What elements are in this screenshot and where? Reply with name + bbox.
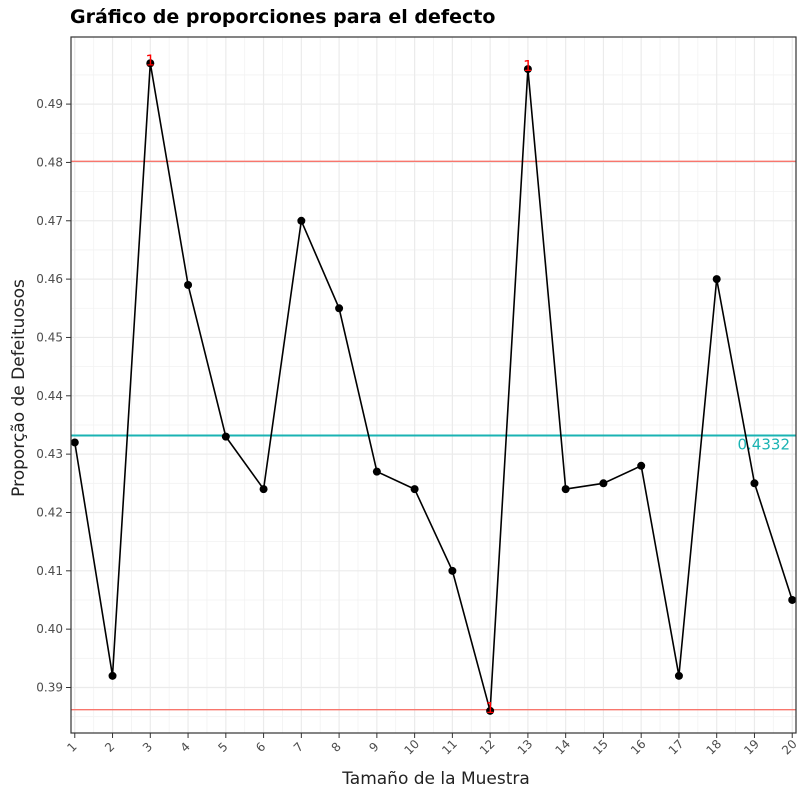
x-tick-label: 17	[666, 737, 687, 758]
data-point	[637, 461, 646, 470]
y-tick-label: 0.39	[36, 680, 63, 694]
y-axis: 0.39 0.40 0.41 0.42 0.43 0.44 0.45 0.46 0.47 0.48…	[36, 97, 71, 694]
y-tick-label: 0.42	[36, 505, 63, 519]
data-point	[297, 216, 306, 225]
x-tick-label: 3	[140, 740, 155, 755]
data-point	[146, 59, 155, 68]
center-line-label: 0.4332	[738, 435, 791, 453]
out-of-control-flags: 1 1 1	[146, 51, 533, 717]
x-tick-label: 11	[439, 737, 460, 758]
data-point	[788, 595, 797, 604]
y-tick-label: 0.48	[36, 155, 63, 169]
data-point	[410, 485, 419, 494]
x-tick-label: 13	[515, 737, 536, 758]
y-tick-label: 0.40	[36, 622, 63, 636]
y-tick-label: 0.47	[36, 214, 63, 228]
data-point	[335, 304, 344, 313]
out-of-control-label: 1	[485, 699, 495, 717]
x-tick-label: 4	[178, 740, 193, 755]
data-point	[70, 438, 79, 447]
y-tick-label: 0.44	[36, 389, 63, 403]
data-point	[599, 479, 608, 488]
y-tick-label: 0.41	[36, 564, 63, 578]
data-point	[259, 485, 268, 494]
x-tick-label: 9	[366, 740, 381, 755]
y-tick-label: 0.43	[36, 447, 63, 461]
x-tick-label: 8	[329, 740, 344, 755]
x-tick-label: 1	[64, 740, 79, 755]
data-point	[523, 65, 532, 74]
x-axis: 1 2 3 4 5 6 7 8 9 10 11 12 13 14 15 16 17 18 19 20	[64, 733, 800, 758]
series	[70, 59, 797, 715]
data-point	[448, 566, 457, 575]
data-point	[108, 671, 117, 680]
x-tick-label: 10	[401, 737, 422, 758]
data-point	[750, 479, 759, 488]
data-point	[674, 671, 683, 680]
y-tick-label: 0.49	[36, 97, 63, 111]
data-point	[561, 485, 570, 494]
y-tick-label: 0.46	[36, 272, 63, 286]
x-tick-label: 15	[590, 737, 611, 758]
data-point	[486, 706, 495, 715]
grid	[71, 37, 796, 733]
x-tick-label: 7	[291, 740, 306, 755]
control-limits: 0.4332	[71, 160, 796, 711]
x-tick-label: 14	[552, 737, 573, 758]
y-tick-label: 0.45	[36, 330, 63, 344]
series-line	[74, 63, 793, 712]
out-of-control-label: 1	[523, 57, 533, 75]
chart-title: Gráfico de proporciones para el defecto	[70, 6, 495, 28]
out-of-control-label: 1	[146, 51, 156, 69]
x-tick-label: 19	[741, 737, 762, 758]
x-tick-label: 20	[779, 737, 800, 758]
x-tick-label: 5	[215, 740, 230, 755]
data-point	[221, 432, 230, 441]
panel-border	[70, 36, 797, 734]
data-point	[184, 280, 193, 289]
x-tick-label: 6	[253, 740, 268, 755]
x-tick-label: 18	[704, 737, 725, 758]
data-point	[372, 467, 381, 476]
y-axis-title: Proporção de Defeituosos	[9, 279, 29, 497]
x-tick-label: 12	[477, 737, 498, 758]
data-point	[712, 275, 721, 284]
x-axis-title: Tamaño de la Muestra	[341, 769, 530, 789]
x-tick-label: 16	[628, 737, 649, 758]
x-tick-label: 2	[102, 740, 117, 755]
